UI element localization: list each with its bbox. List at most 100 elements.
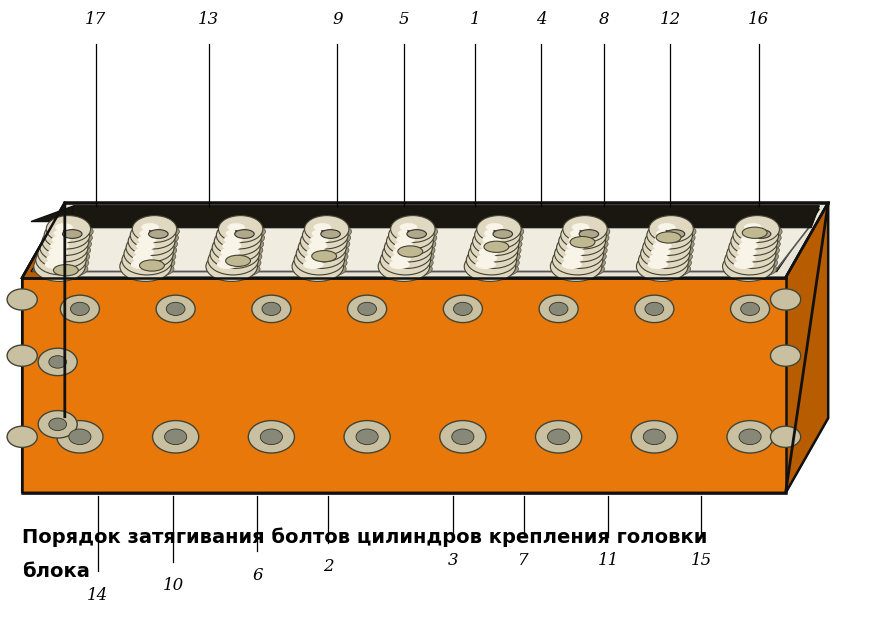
Ellipse shape — [475, 222, 521, 249]
Ellipse shape — [650, 254, 669, 263]
Circle shape — [645, 302, 664, 316]
Ellipse shape — [477, 254, 497, 263]
Ellipse shape — [556, 254, 606, 271]
Ellipse shape — [478, 248, 498, 256]
Polygon shape — [22, 203, 65, 493]
Ellipse shape — [47, 230, 92, 246]
Ellipse shape — [475, 260, 495, 269]
Circle shape — [60, 295, 99, 323]
Ellipse shape — [386, 228, 434, 255]
Ellipse shape — [321, 230, 340, 238]
Text: 1: 1 — [470, 11, 480, 28]
Ellipse shape — [649, 216, 694, 242]
Ellipse shape — [579, 230, 599, 238]
Ellipse shape — [135, 223, 179, 240]
Ellipse shape — [308, 241, 327, 250]
Circle shape — [547, 429, 570, 444]
Ellipse shape — [656, 229, 675, 238]
Ellipse shape — [226, 255, 251, 266]
Ellipse shape — [396, 235, 415, 244]
Ellipse shape — [216, 222, 262, 249]
Text: 3: 3 — [447, 552, 458, 569]
Ellipse shape — [469, 254, 520, 271]
Ellipse shape — [556, 233, 605, 262]
Circle shape — [741, 302, 760, 316]
Ellipse shape — [742, 227, 767, 238]
Ellipse shape — [555, 240, 604, 268]
Ellipse shape — [734, 260, 754, 269]
Ellipse shape — [305, 216, 349, 242]
Ellipse shape — [130, 222, 176, 249]
Circle shape — [453, 302, 472, 316]
Ellipse shape — [219, 230, 264, 246]
Ellipse shape — [378, 251, 429, 281]
Ellipse shape — [652, 241, 672, 250]
Text: 2: 2 — [323, 558, 333, 575]
Ellipse shape — [740, 235, 759, 244]
Ellipse shape — [389, 222, 435, 249]
Text: 17: 17 — [85, 11, 107, 28]
Ellipse shape — [49, 223, 93, 240]
Ellipse shape — [639, 245, 689, 275]
Ellipse shape — [464, 251, 516, 281]
Ellipse shape — [131, 260, 151, 269]
Ellipse shape — [381, 260, 432, 278]
Circle shape — [261, 429, 282, 444]
Ellipse shape — [391, 216, 435, 242]
Ellipse shape — [484, 229, 502, 238]
Ellipse shape — [314, 223, 332, 231]
Ellipse shape — [47, 216, 90, 242]
Ellipse shape — [467, 260, 519, 278]
Ellipse shape — [299, 248, 348, 265]
Ellipse shape — [729, 248, 779, 265]
Circle shape — [771, 345, 801, 366]
Ellipse shape — [475, 236, 522, 252]
Ellipse shape — [636, 251, 688, 281]
Ellipse shape — [301, 241, 349, 259]
Ellipse shape — [473, 241, 521, 259]
Ellipse shape — [469, 240, 518, 268]
Ellipse shape — [394, 241, 414, 250]
Ellipse shape — [134, 248, 154, 256]
Ellipse shape — [391, 254, 411, 263]
Ellipse shape — [650, 248, 670, 256]
Ellipse shape — [54, 229, 72, 238]
Ellipse shape — [45, 260, 65, 269]
Ellipse shape — [639, 260, 691, 278]
Ellipse shape — [647, 222, 693, 249]
Circle shape — [248, 421, 295, 453]
Ellipse shape — [383, 254, 433, 271]
Ellipse shape — [400, 223, 418, 231]
Ellipse shape — [303, 260, 323, 269]
Text: 16: 16 — [748, 11, 770, 28]
Ellipse shape — [40, 233, 88, 262]
Circle shape — [56, 421, 103, 453]
Ellipse shape — [297, 254, 347, 271]
Ellipse shape — [142, 223, 159, 231]
Polygon shape — [69, 206, 819, 228]
Circle shape — [7, 426, 38, 447]
Text: 10: 10 — [162, 577, 184, 594]
Ellipse shape — [641, 240, 690, 268]
Circle shape — [7, 289, 38, 310]
Circle shape — [348, 295, 387, 323]
Ellipse shape — [214, 228, 261, 255]
Ellipse shape — [210, 240, 259, 268]
Ellipse shape — [34, 251, 85, 281]
Ellipse shape — [478, 230, 523, 246]
Ellipse shape — [565, 223, 610, 240]
Ellipse shape — [133, 254, 152, 263]
Ellipse shape — [124, 240, 173, 268]
Ellipse shape — [564, 230, 609, 246]
Ellipse shape — [665, 230, 685, 238]
Ellipse shape — [297, 240, 345, 268]
Ellipse shape — [570, 236, 595, 248]
Ellipse shape — [40, 248, 90, 265]
Text: 9: 9 — [332, 11, 342, 28]
Polygon shape — [22, 278, 786, 493]
Ellipse shape — [654, 235, 673, 244]
Ellipse shape — [731, 228, 778, 255]
Ellipse shape — [725, 245, 775, 275]
Polygon shape — [33, 225, 811, 271]
Ellipse shape — [484, 241, 509, 252]
